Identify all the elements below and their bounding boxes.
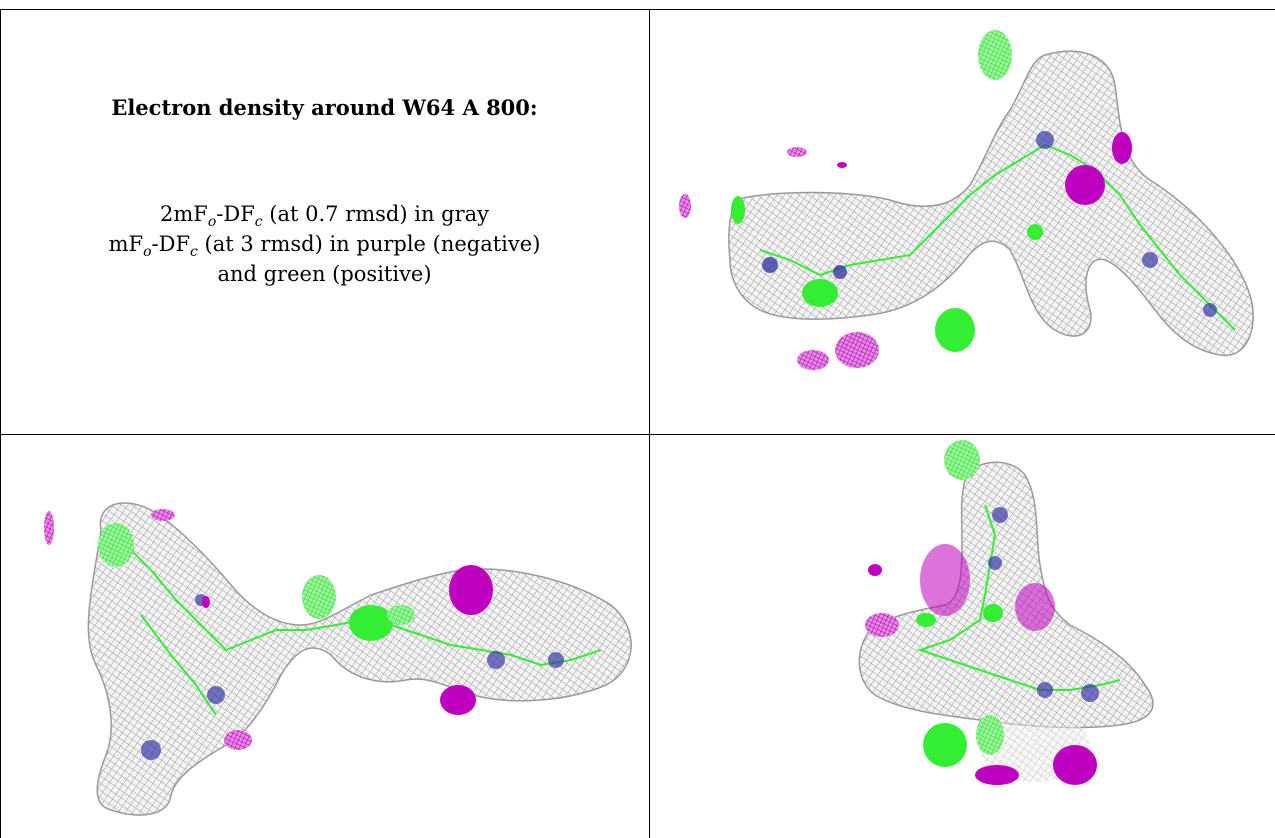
nitrogen-atom bbox=[207, 686, 225, 704]
green-density-blob bbox=[944, 440, 980, 480]
table-left-rule bbox=[0, 9, 1, 838]
green-density-blob bbox=[98, 523, 134, 567]
green-model-bonds bbox=[916, 504, 1121, 691]
density-view-1 bbox=[679, 30, 1254, 370]
green-density-blob bbox=[983, 604, 1003, 622]
green-density-blob bbox=[731, 196, 745, 224]
nitrogen-atom bbox=[487, 651, 505, 669]
nitrogen-atom bbox=[988, 556, 1002, 570]
purple-density-blob bbox=[837, 162, 847, 168]
table-center-rule bbox=[649, 9, 650, 838]
density-view-3 bbox=[858, 440, 1154, 785]
table-top-rule bbox=[0, 9, 1275, 10]
purple-density-blob bbox=[202, 596, 210, 608]
nitrogen-atom bbox=[141, 740, 161, 760]
purple-density-blob bbox=[975, 765, 1019, 785]
purple-density-blob bbox=[44, 511, 54, 545]
purple-density-blob bbox=[440, 685, 476, 715]
green-model-bonds bbox=[125, 544, 602, 667]
caption-cell: Electron density around W64 A 800: 2mFo-… bbox=[0, 0, 649, 434]
nitrogen-atom bbox=[1142, 252, 1158, 268]
nitrogen-atom bbox=[1036, 131, 1054, 149]
gray-density-mesh bbox=[858, 461, 1154, 729]
nitrogen-atom bbox=[992, 507, 1008, 523]
green-model-bonds bbox=[140, 614, 217, 716]
purple-density-blob bbox=[787, 147, 807, 157]
purple-density-blob bbox=[1065, 165, 1105, 205]
green-density-blob bbox=[978, 30, 1012, 80]
nitrogen-atom bbox=[1203, 303, 1217, 317]
nitrogen-atom bbox=[762, 257, 778, 273]
purple-density-blob bbox=[868, 564, 882, 576]
purple-density-blob bbox=[1112, 132, 1132, 164]
legend-fofc-colors: and green (positive) bbox=[217, 262, 432, 286]
purple-density-blob bbox=[224, 730, 252, 750]
green-density-blob bbox=[1027, 224, 1043, 240]
green-density-blob bbox=[976, 715, 1004, 755]
table-middle-rule bbox=[0, 434, 1275, 435]
green-density-blob bbox=[302, 575, 336, 619]
green-density-blob bbox=[916, 613, 936, 627]
density-panel-bottom-left bbox=[1, 435, 649, 838]
green-density-blob bbox=[923, 723, 967, 767]
caption-title: Electron density around W64 A 800: bbox=[111, 95, 538, 120]
purple-density-blob bbox=[679, 194, 691, 218]
green-density-blob bbox=[387, 605, 415, 625]
green-density-blob bbox=[802, 279, 838, 307]
nitrogen-atom bbox=[833, 265, 847, 279]
gray-density-mesh bbox=[728, 50, 1254, 357]
caption-legend: 2mFo-DFc (at 0.7 rmsd) in gray mFo-DFc (… bbox=[0, 199, 649, 289]
green-density-blob bbox=[935, 308, 975, 352]
purple-density-blob bbox=[151, 509, 175, 521]
nitrogen-atom bbox=[1037, 682, 1053, 698]
nitrogen-atom bbox=[1081, 684, 1099, 702]
purple-density-blob bbox=[1053, 745, 1097, 785]
green-density-blob bbox=[349, 605, 393, 641]
purple-density-blob bbox=[835, 332, 879, 368]
purple-density-blob bbox=[920, 544, 970, 616]
legend-fofc: mFo-DFc (at 3 rmsd) in purple (negative) bbox=[108, 232, 541, 260]
purple-density-blob bbox=[1015, 583, 1055, 631]
density-panel-bottom-right bbox=[650, 435, 1275, 838]
density-panel-top-right bbox=[650, 10, 1275, 434]
purple-density-blob bbox=[865, 613, 899, 637]
purple-density-blob bbox=[449, 565, 493, 615]
density-view-2 bbox=[44, 502, 632, 816]
nitrogen-atom bbox=[548, 652, 564, 668]
legend-2fofc: 2mFo-DFc (at 0.7 rmsd) in gray bbox=[159, 202, 490, 230]
purple-density-blob bbox=[797, 350, 829, 370]
green-model-bonds bbox=[759, 143, 1236, 331]
